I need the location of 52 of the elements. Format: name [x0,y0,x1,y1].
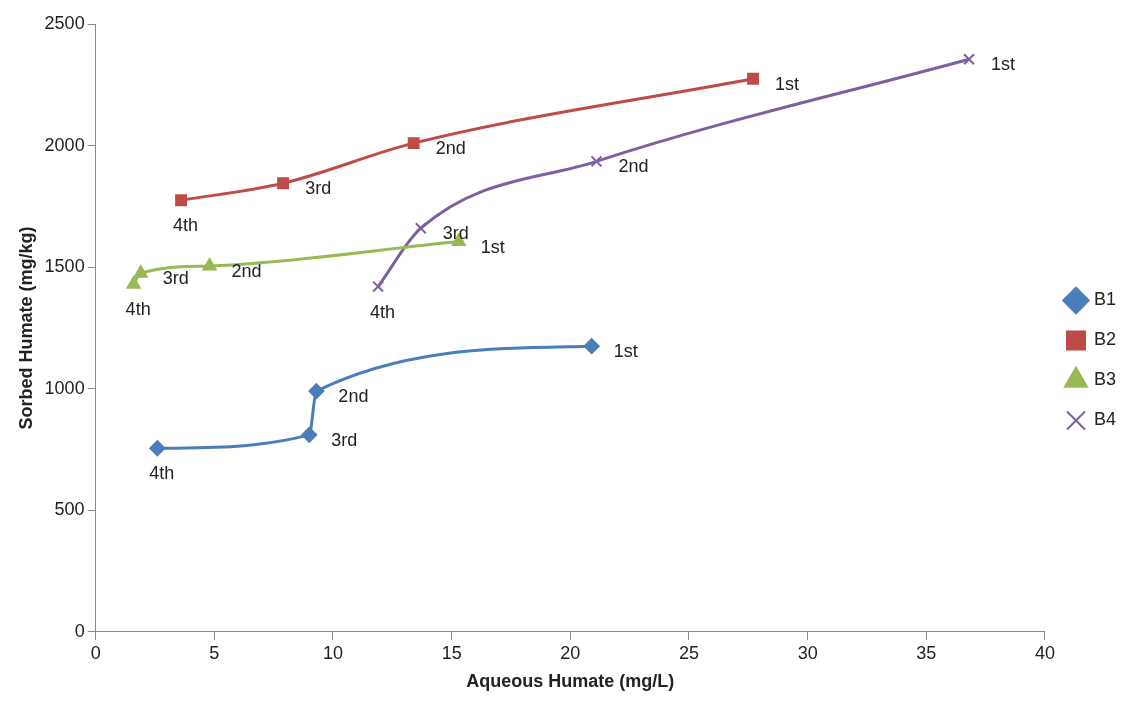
x-tick-label: 20 [560,642,581,663]
point [175,194,188,207]
x-axis-title: Aqueous Humate (mg/L) [466,671,675,692]
y-tick-label: 2000 [44,134,85,155]
legend-label: B2 [1093,329,1117,350]
annotation: 1st [613,341,638,362]
point [149,440,166,457]
point [133,265,148,278]
point [414,222,427,235]
annotation: 3rd [162,268,189,289]
annotation: 2nd [435,138,466,159]
x-tick-label: 15 [441,642,462,663]
annotation: 4th [125,299,151,320]
annotation: 3rd [331,429,358,450]
annotation: 4th [370,301,396,322]
y-tick-label: 0 [74,620,85,641]
annotation: 2nd [338,386,369,407]
x-tick-label: 5 [209,642,220,663]
legend-label: B3 [1093,369,1117,390]
x-tick-label: 35 [916,642,937,663]
annotation: 2nd [618,156,649,177]
point [126,276,141,289]
point [407,137,420,150]
y-tick-label: 500 [54,499,85,520]
legend-label: B4 [1093,409,1117,430]
y-tick-label: 2500 [44,12,85,33]
y-tick-label: 1500 [44,256,85,277]
annotation: 4th [173,215,199,236]
x-tick-label: 10 [322,642,343,663]
annotation: 4th [149,463,175,484]
point [372,280,385,293]
point [301,426,318,443]
annotation: 3rd [442,223,469,244]
annotation: 1st [480,236,505,257]
x-tick-label: 40 [1034,642,1055,663]
x-tick-label: 25 [678,642,699,663]
point [747,72,760,85]
point [590,155,603,168]
annotation: 2nd [231,260,262,281]
point [202,257,217,271]
point [277,177,290,190]
annotation: 1st [991,54,1016,75]
annotation: 3rd [305,178,332,199]
annotation: 1st [775,73,800,94]
legend-label: B1 [1093,289,1117,310]
x-tick-label: 0 [90,642,101,663]
x-tick-label: 30 [797,642,818,663]
y-tick-label: 1000 [44,377,85,398]
y-axis-title: Sorbed Humate (mg/kg) [15,226,36,430]
point [308,383,325,400]
point [583,338,600,355]
point [963,53,975,66]
